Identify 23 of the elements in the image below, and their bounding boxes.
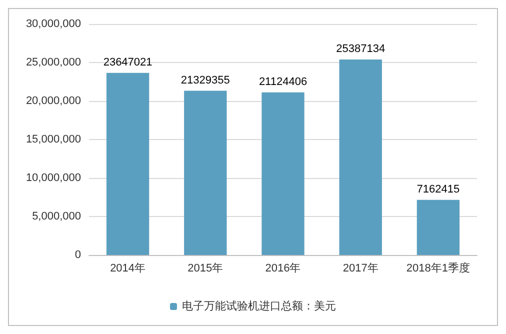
- x-tick-label: 2015年: [188, 262, 224, 274]
- y-tick-label: 15,000,000: [26, 134, 81, 146]
- y-tick-label: 20,000,000: [26, 95, 81, 107]
- data-label: 23647021: [103, 56, 152, 68]
- y-tick-label: 0: [74, 249, 81, 261]
- y-tick-label: 25,000,000: [26, 56, 81, 68]
- y-tick-label: 10,000,000: [26, 172, 81, 184]
- legend-label: 电子万能试验机进口总额：美元: [182, 300, 336, 312]
- bar: [339, 60, 382, 255]
- y-tick-label: 30,000,000: [26, 18, 81, 30]
- data-label: 21124406: [258, 76, 308, 88]
- bar: [262, 92, 304, 255]
- x-tick-label: 2014年: [110, 262, 146, 274]
- data-label: 21329355: [180, 74, 230, 86]
- bar: [416, 200, 460, 255]
- x-tick-label: 2016年: [265, 262, 301, 274]
- data-label: 25387134: [336, 43, 386, 56]
- x-tick-label: 2018年1季度: [406, 262, 470, 274]
- data-label: 7162415: [416, 183, 460, 196]
- bar: [106, 72, 150, 255]
- x-tick-label: 2017年: [342, 262, 378, 274]
- y-tick-label: 5,000,000: [32, 210, 81, 222]
- bar: [184, 90, 227, 255]
